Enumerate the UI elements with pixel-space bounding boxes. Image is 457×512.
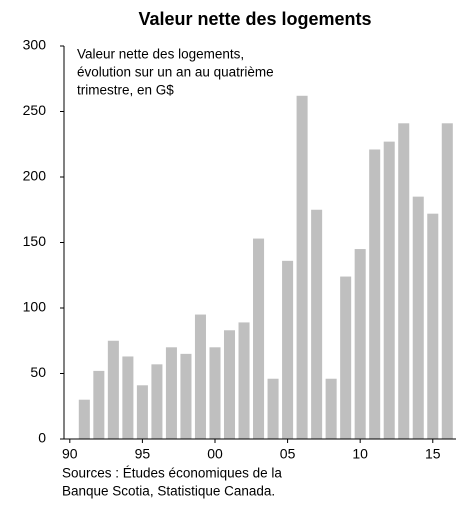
x-tick-label: 90 xyxy=(62,446,78,462)
annotation: trimestre, en G$ xyxy=(77,83,174,98)
bar xyxy=(223,330,236,439)
bar xyxy=(165,347,177,439)
x-tick-label: 00 xyxy=(207,446,223,462)
annotation: Valeur nette des logements, xyxy=(77,47,244,62)
bar xyxy=(209,347,221,439)
bar xyxy=(238,322,250,439)
bar xyxy=(253,238,265,439)
bar xyxy=(93,370,105,439)
bar xyxy=(325,378,337,439)
bar xyxy=(296,95,308,439)
chart-title: Valeur nette des logements xyxy=(138,9,371,29)
bar xyxy=(122,356,134,439)
bar xyxy=(151,364,163,439)
source: Banque Scotia, Statistique Canada. xyxy=(62,484,275,499)
bar xyxy=(107,340,119,439)
y-tick-label: 50 xyxy=(30,364,46,380)
y-tick-label: 200 xyxy=(23,168,47,184)
bar xyxy=(383,141,395,439)
y-tick-label: 150 xyxy=(23,233,47,249)
bar xyxy=(180,353,192,439)
bar xyxy=(398,123,410,439)
bar xyxy=(354,249,366,439)
y-tick-label: 300 xyxy=(23,37,47,53)
bar xyxy=(427,213,439,439)
x-tick-label: 10 xyxy=(352,446,368,462)
y-tick-label: 0 xyxy=(38,430,46,446)
bar xyxy=(441,123,453,439)
x-tick-label: 05 xyxy=(280,446,296,462)
bar xyxy=(136,385,148,439)
bar xyxy=(369,149,381,440)
source: Sources : Études économiques de la xyxy=(62,466,282,481)
bar xyxy=(412,196,424,439)
y-tick-label: 100 xyxy=(23,299,47,315)
bar xyxy=(340,276,352,439)
y-tick-label: 250 xyxy=(23,102,47,118)
bar xyxy=(78,399,90,439)
bar xyxy=(282,260,294,439)
x-tick-label: 15 xyxy=(425,446,441,462)
bar xyxy=(194,314,206,439)
bar xyxy=(267,378,279,439)
x-tick-label: 95 xyxy=(135,446,151,462)
annotation: évolution sur un an au quatrième xyxy=(77,65,274,80)
bar xyxy=(311,209,323,439)
